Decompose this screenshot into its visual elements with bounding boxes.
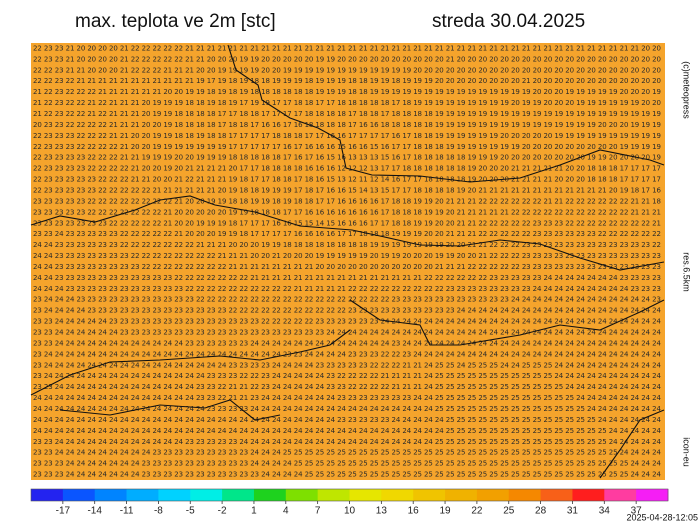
colorbar-segment: [158, 489, 191, 501]
value-row: 24 24 24 24 24 24 24 24 24 24 24 24 24 2…: [33, 416, 662, 424]
value-row: 22 23 23 23 23 22 22 22 21 21 19 19 19 2…: [33, 154, 661, 162]
colorbar-tick-label: 19: [439, 506, 451, 517]
colorbar-tick-label: -14: [87, 506, 102, 517]
colorbar-tick-label: -8: [154, 506, 163, 517]
value-row: 21 22 23 22 22 21 22 21 21 21 20 19 19 1…: [33, 110, 661, 118]
value-row: 23 23 24 24 24 24 24 24 24 24 24 23 23 2…: [33, 449, 662, 457]
value-row: 23 24 24 24 23 23 23 23 23 23 23 23 23 2…: [33, 296, 661, 304]
value-row: 22 23 23 23 23 23 22 22 22 21 21 20 20 2…: [33, 176, 661, 184]
forecast-date: streda 30.04.2025: [432, 11, 585, 32]
value-row: 23 23 24 24 24 24 24 23 23 23 23 23 23 2…: [33, 318, 662, 326]
map-background: [31, 43, 665, 480]
colorbar-segment: [604, 489, 637, 501]
value-row: 22 23 23 21 20 20 20 20 21 22 22 22 22 2…: [33, 44, 661, 52]
value-row: 22 23 23 23 22 22 22 21 21 20 20 19 19 1…: [33, 132, 661, 140]
value-row: 23 23 24 24 24 24 24 24 24 24 24 24 24 2…: [33, 383, 662, 391]
value-row: 23 24 24 24 24 24 24 24 24 24 24 24 24 2…: [33, 372, 662, 380]
border-line: [349, 299, 665, 346]
colorbar-segment: [540, 489, 573, 501]
value-row: 24 24 24 24 24 24 24 24 24 24 24 24 24 2…: [33, 405, 662, 413]
colorbar: -17 -14 -11 -8 -5 -2 1 4 7 10 13 16 19 22 25 28 31 34 37: [30, 488, 669, 517]
value-row: 22 22 23 22 21 21 21 21 21 21 21 21 21 2…: [33, 77, 661, 85]
value-row: 24 24 24 23 23 23 23 23 23 23 23 23 23 2…: [33, 285, 661, 293]
colorbar-tick-label: 16: [408, 506, 420, 517]
value-row: 23 23 24 23 23 23 23 23 22 22 22 22 22 2…: [33, 230, 661, 238]
colorbar-segment: [476, 489, 510, 501]
colorbar-tick-label: 1: [251, 506, 257, 517]
colorbar-tick-label: 10: [344, 506, 356, 517]
colorbar-segment: [636, 489, 669, 501]
resolution-label: res.6.5km: [682, 252, 692, 292]
colorbar-tick-label: -11: [120, 506, 134, 517]
border-line: [227, 44, 665, 183]
colorbar-tick-label: 34: [599, 506, 611, 517]
value-row: 23 23 23 24 24 24 24 24 24 24 23 23 23 2…: [33, 460, 662, 468]
model-label: icon-eu: [682, 437, 692, 467]
value-row: 23 24 24 24 24 24 24 24 24 24 24 24 24 2…: [33, 350, 662, 358]
value-row: 23 23 23 23 23 22 22 22 22 22 22 22 21 2…: [33, 208, 661, 216]
colorbar-tick-label: 37: [631, 506, 643, 517]
value-row: 24 24 24 24 24 24 24 24 24 24 24 24 24 2…: [33, 427, 662, 435]
colorbar-tick-label: 7: [315, 506, 321, 517]
value-row: 22 23 23 23 23 23 22 22 22 22 22 21 21 2…: [33, 186, 662, 194]
value-row: 23 23 24 24 24 24 24 24 24 24 24 24 24 2…: [33, 339, 662, 347]
value-row: 24 24 24 24 24 24 24 24 24 24 24 24 24 2…: [33, 394, 662, 402]
colorbar-tick-label: 22: [471, 506, 483, 517]
colorbar-tick-label: 4: [283, 506, 289, 517]
colorbar-segment: [572, 489, 605, 501]
colorbar-tick-label: 31: [567, 506, 579, 517]
value-row: 22 23 23 21 20 20 20 20 21 22 22 22 22 2…: [33, 55, 661, 63]
value-row: 21 22 23 22 22 22 21 21 21 21 21 21 20 2…: [33, 88, 661, 96]
colorbar-segment: [349, 489, 382, 501]
border-line: [59, 399, 281, 421]
colorbar-segment: [413, 489, 446, 501]
colorbar-segment: [190, 489, 223, 501]
value-row: 23 23 24 24 24 24 24 24 24 24 24 24 24 2…: [33, 438, 662, 446]
colorbar-tick-label: -17: [56, 506, 71, 517]
value-row: 23 24 24 24 24 23 23 23 23 23 23 23 23 2…: [33, 307, 662, 315]
value-row: 23 23 23 23 23 23 23 22 22 22 22 22 21 2…: [33, 219, 661, 227]
colorbar-segment: [381, 489, 414, 501]
colorbar-segment: [508, 489, 541, 501]
colorbar-segment: [445, 489, 478, 501]
border-line: [30, 195, 665, 271]
value-row: 22 22 23 21 21 20 20 20 21 22 22 22 21 2…: [33, 66, 661, 74]
colorbar-tick-label: 13: [376, 506, 388, 517]
map-title: max. teplota ve 2m [stc]: [75, 11, 276, 32]
run-timestamp: 2025-04-28-12:05: [626, 512, 698, 522]
colorbar-segment: [285, 489, 319, 501]
colorbar-segment: [62, 489, 96, 501]
colorbar-segment: [31, 489, 64, 501]
colorbar-tick-label: -5: [186, 506, 195, 517]
colorbar-tick-label: 28: [535, 506, 547, 517]
value-row: 23 23 23 24 24 24 24 24 24 24 23 23 23 2…: [33, 471, 662, 479]
colorbar-tick-label: 25: [503, 506, 515, 517]
value-row: 24 24 23 23 23 23 23 23 23 23 23 23 23 2…: [33, 274, 661, 282]
value-row: 20 23 23 22 22 22 22 21 21 21 20 20 19 1…: [33, 121, 661, 129]
value-row: 24 24 23 23 23 23 23 23 23 23 22 22 22 2…: [33, 263, 661, 271]
value-row: 23 24 24 24 24 24 24 24 24 24 24 24 24 2…: [33, 361, 662, 369]
value-row: 21 22 23 22 22 21 22 21 21 21 20 19 19 1…: [33, 99, 661, 107]
colorbar-tick-label: -2: [218, 506, 227, 517]
colorbar-segment: [94, 489, 127, 501]
copyright-label: (c)meteopress: [682, 61, 692, 119]
value-row: 22 23 23 23 22 22 22 22 21 20 20 19 19 1…: [33, 143, 661, 151]
map-area: 22 23 23 21 20 20 20 20 21 22 22 22 22 2…: [31, 43, 665, 480]
border-line: [30, 329, 351, 396]
value-row: 24 24 23 23 23 23 23 23 22 22 22 22 22 2…: [33, 241, 661, 249]
border-line: [599, 409, 665, 479]
colorbar-segment: [253, 489, 287, 501]
colorbar-segment: [317, 489, 350, 501]
value-row: 24 24 23 23 23 23 23 23 23 22 22 22 22 2…: [33, 252, 661, 260]
colorbar-segment: [126, 489, 159, 501]
borders: [30, 44, 665, 479]
colorbar-segment: [222, 489, 255, 501]
value-row: 23 23 23 23 23 22 22 22 22 22 22 22 22 2…: [33, 197, 661, 205]
